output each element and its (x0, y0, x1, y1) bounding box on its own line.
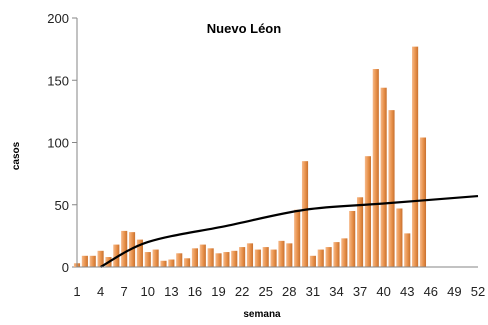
x-tick-label: 19 (211, 284, 225, 299)
bar (168, 259, 175, 267)
bar (270, 249, 277, 267)
x-tick-label: 43 (400, 284, 414, 299)
bar (160, 260, 167, 267)
x-tick-label: 25 (258, 284, 272, 299)
bar (278, 240, 285, 267)
bar (364, 156, 371, 267)
x-tick-label: 40 (376, 284, 390, 299)
bar (372, 69, 379, 267)
bars (73, 46, 427, 268)
bar (333, 242, 340, 267)
y-tick-label: 100 (47, 136, 69, 151)
bar (81, 255, 88, 267)
x-tick-label: 22 (235, 284, 249, 299)
bar (349, 210, 356, 267)
bar (152, 249, 159, 267)
bar (412, 46, 419, 268)
bar (341, 238, 348, 267)
bar (97, 250, 104, 267)
x-axis-ticks: 1 4 7 10 13 16 19 22 25 28 31 34 37 40 43 46 49 52 (73, 284, 485, 299)
bar (309, 255, 316, 267)
x-tick-label: 7 (121, 284, 128, 299)
y-tick-label: 150 (47, 73, 69, 88)
x-tick-label: 28 (282, 284, 296, 299)
bar (396, 208, 403, 267)
bar (356, 197, 364, 267)
y-axis-label: casos (11, 141, 22, 170)
x-tick-label: 31 (306, 284, 320, 299)
bar (286, 243, 293, 267)
y-tick-label: 200 (47, 11, 69, 26)
bar (317, 249, 324, 267)
bar (301, 161, 309, 267)
bar (325, 247, 332, 267)
x-tick-label: 16 (188, 284, 202, 299)
bar (380, 87, 387, 267)
bar (144, 252, 151, 267)
y-tick-label: 50 (55, 198, 69, 213)
bar (121, 230, 128, 267)
bar (215, 253, 222, 267)
bar (246, 243, 254, 267)
bar (89, 255, 96, 267)
x-tick-label: 4 (97, 284, 104, 299)
bar (419, 137, 427, 267)
x-tick-label: 10 (141, 284, 155, 299)
bar (231, 250, 238, 267)
bar (294, 209, 301, 267)
bar (199, 244, 206, 267)
bar (388, 110, 395, 267)
x-tick-label: 49 (447, 284, 461, 299)
bar (239, 247, 246, 267)
bar (191, 248, 199, 267)
chart-title: Nuevo Léon (207, 21, 281, 36)
x-tick-label: 37 (353, 284, 367, 299)
trend-line (100, 194, 479, 268)
bar (136, 239, 143, 267)
x-tick-label: 1 (73, 284, 80, 299)
bar (113, 244, 120, 267)
bar (262, 247, 269, 267)
bar (223, 252, 230, 267)
x-tick-label: 34 (329, 284, 343, 299)
bar (184, 258, 191, 267)
x-tick-label: 13 (164, 284, 178, 299)
bar (176, 253, 183, 267)
bar (404, 233, 411, 267)
x-tick-label: 52 (471, 284, 485, 299)
y-tick-label: 0 (62, 260, 69, 275)
bar (207, 248, 214, 267)
x-axis-label: semana (243, 309, 281, 320)
y-axis-ticks: 0 50 100 150 200 (47, 11, 77, 275)
bar (254, 249, 261, 267)
x-tick-label: 46 (424, 284, 438, 299)
